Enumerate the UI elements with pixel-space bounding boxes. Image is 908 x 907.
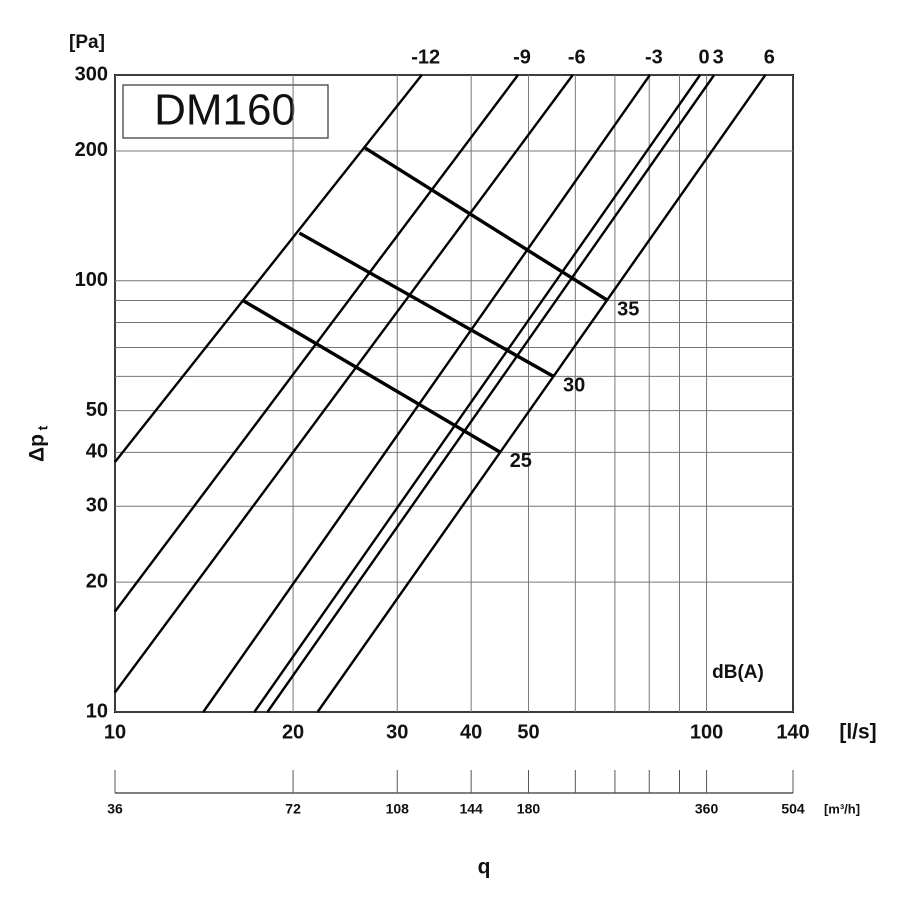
x-tick-label: 100: [690, 721, 723, 743]
series-line: [114, 74, 574, 694]
x-label: q: [478, 856, 491, 879]
y-tick-label: 10: [86, 700, 108, 722]
x2-tick-label: 504: [781, 801, 805, 817]
series-line: [114, 74, 423, 463]
series-label: 3: [713, 46, 724, 68]
y-tick-label: 30: [86, 495, 108, 517]
series-label: -6: [568, 46, 586, 68]
x2-tick-label: 360: [695, 801, 719, 817]
x2-tick-label: 144: [459, 801, 483, 817]
x-tick-label: 40: [460, 721, 482, 743]
db-line: [298, 231, 554, 378]
y-tick-label: 40: [86, 441, 108, 463]
title-box: [122, 84, 329, 139]
y-label: Δp: [26, 434, 49, 462]
y-tick-label: 300: [75, 63, 108, 85]
chart-title: DM160: [154, 86, 296, 135]
plot-frame: [114, 74, 794, 713]
x-unit: [l/s]: [839, 721, 876, 744]
series-label: -12: [411, 46, 440, 68]
x2-tick-label: 180: [517, 801, 541, 817]
db-line: [242, 299, 501, 454]
x-tick-label: 50: [517, 721, 539, 743]
y-tick-label: 50: [86, 399, 108, 421]
x2-tick-label: 72: [285, 801, 301, 817]
series-line: [253, 74, 702, 713]
series-label: -9: [513, 46, 531, 68]
x-tick-label: 20: [282, 721, 304, 743]
y-unit: [Pa]: [69, 32, 105, 53]
x-tick-label: 30: [386, 721, 408, 743]
db-label: 35: [617, 298, 639, 320]
annotation: dB(A): [712, 662, 764, 683]
x-tick-label: 140: [776, 721, 809, 743]
y-tick-label: 200: [75, 139, 108, 161]
series-label: 0: [698, 46, 709, 68]
x2-tick-label: 36: [107, 801, 123, 817]
x2-unit: [m³/h]: [824, 801, 860, 816]
db-label: 30: [563, 374, 585, 396]
y-tick-label: 20: [86, 570, 108, 592]
x-tick-label: 10: [104, 721, 126, 743]
y-label-sub: t: [35, 425, 51, 430]
x2-tick-label: 108: [386, 801, 410, 817]
series-label: 6: [764, 46, 775, 68]
series-line: [266, 74, 716, 713]
db-line: [364, 146, 609, 302]
series-line: [316, 74, 767, 713]
y-tick-label: 100: [75, 269, 108, 291]
series-label: -3: [645, 46, 663, 68]
db-label: 25: [510, 450, 532, 472]
y-label-group: Δp t: [26, 425, 51, 462]
series-line: [202, 74, 651, 713]
